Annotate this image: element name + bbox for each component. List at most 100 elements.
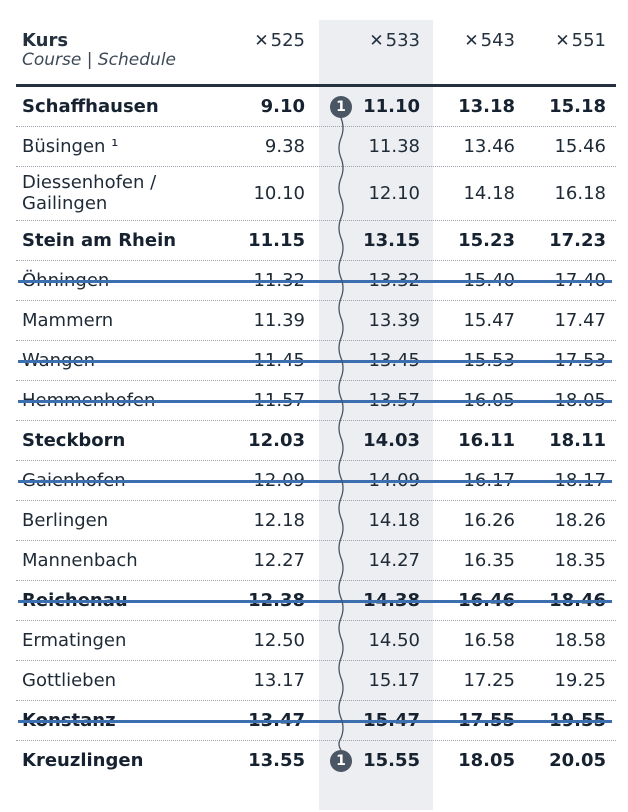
course-number: 543 [480, 30, 515, 51]
stop-row: Berlingen 12.18 14.18 16.26 18.26 [0, 501, 628, 541]
stop-row: Konstanz 13.47 15.47 17.55 19.55 [0, 701, 628, 741]
stop-row: Mammern 11.39 13.39 15.47 17.47 [0, 301, 628, 341]
kurs-label: Kurs [22, 30, 69, 51]
footnote-badge: 1 [330, 96, 352, 118]
stop-row: Diessenhofen / Gailingen 10.10 12.10 14.18 1… [0, 167, 628, 221]
row-separator [16, 500, 616, 501]
course-header-543: ✕ 543 [425, 30, 515, 51]
course-number: 525 [270, 30, 305, 51]
header-rule [16, 84, 616, 87]
departure-time: 12.18 [253, 510, 305, 531]
departure-time: 14.50 [368, 630, 420, 651]
stop-row: Stein am Rhein 11.15 13.15 15.23 17.23 [0, 221, 628, 261]
row-separator [16, 340, 616, 341]
departure-time: 17.47 [554, 310, 606, 331]
departure-time: 20.05 [549, 750, 606, 771]
departure-time: 12.10 [368, 183, 420, 204]
row-separator [16, 300, 616, 301]
departure-time: 9.10 [260, 96, 305, 117]
stop-name: Ermatingen [22, 630, 127, 651]
departure-time: 18.11 [549, 430, 606, 451]
row-separator [16, 460, 616, 461]
row-separator [16, 620, 616, 621]
course-header-525: ✕ 525 [215, 30, 305, 51]
departure-time: 18.26 [554, 510, 606, 531]
course-number: 551 [571, 30, 606, 51]
course-schedule-label: Course | Schedule [22, 50, 177, 70]
departure-time: 14.18 [368, 510, 420, 531]
departure-time: 15.23 [458, 230, 515, 251]
row-separator [16, 540, 616, 541]
stop-name: Steckborn [22, 430, 126, 451]
strike-through-line [18, 400, 612, 403]
departure-time: 14.27 [368, 550, 420, 571]
row-separator [16, 580, 616, 581]
strike-through-line [18, 280, 612, 283]
stop-row: Büsingen ¹ 9.38 11.38 13.46 15.46 [0, 127, 628, 167]
departure-time: 15.55 [363, 750, 420, 771]
departure-time: 15.17 [368, 670, 420, 691]
row-separator [16, 126, 616, 127]
departure-time: 17.23 [549, 230, 606, 251]
stop-name: Stein am Rhein [22, 230, 177, 251]
strike-through-line [18, 720, 612, 723]
departure-time: 13.15 [363, 230, 420, 251]
strike-through-line [18, 480, 612, 483]
strike-through-line [18, 600, 612, 603]
departure-time: 17.25 [463, 670, 515, 691]
row-separator [16, 380, 616, 381]
ship-cross-icon: ✕ [555, 31, 570, 51]
departure-time: 12.50 [253, 630, 305, 651]
stop-row: Öhningen 11.32 13.32 15.40 17.40 [0, 261, 628, 301]
table-header: Kurs Course | Schedule ✕ 525 ✕ 533 ✕ 543 ✕ 551 [0, 0, 628, 87]
stop-row: Schaffhausen 9.10 11.10 13.18 15.18 [0, 87, 628, 127]
departure-time: 13.18 [458, 96, 515, 117]
row-separator [16, 260, 616, 261]
departure-time: 16.18 [554, 183, 606, 204]
stop-row: Mannenbach 12.27 14.27 16.35 18.35 [0, 541, 628, 581]
departure-time: 19.25 [554, 670, 606, 691]
row-separator [16, 420, 616, 421]
course-header-551: ✕ 551 [516, 30, 606, 51]
row-separator [16, 220, 616, 221]
stop-row: Gaienhofen 12.09 14.09 16.17 18.17 [0, 461, 628, 501]
stop-row: Wangen 11.45 13.45 15.53 17.53 [0, 341, 628, 381]
departure-time: 10.10 [253, 183, 305, 204]
ship-cross-icon: ✕ [254, 31, 269, 51]
departure-time: 13.46 [463, 136, 515, 157]
stop-name: Berlingen [22, 510, 109, 531]
stop-row: Reichenau 12.38 14.38 16.46 18.46 [0, 581, 628, 621]
departure-time: 15.47 [463, 310, 515, 331]
stop-name: Mammern [22, 310, 114, 331]
departure-time: 11.15 [248, 230, 305, 251]
departure-time: 13.17 [253, 670, 305, 691]
stop-name: Mannenbach [22, 550, 138, 571]
departure-time: 18.05 [458, 750, 515, 771]
row-separator [16, 166, 616, 167]
stop-name: Schaffhausen [22, 96, 159, 117]
course-header-533: ✕ 533 [330, 30, 420, 51]
stop-row: Steckborn 12.03 14.03 16.11 18.11 [0, 421, 628, 461]
stop-name: Büsingen ¹ [22, 136, 119, 157]
departure-time: 9.38 [264, 136, 305, 157]
stop-row: Hemmenhofen 11.57 13.57 16.05 18.05 [0, 381, 628, 421]
ship-cross-icon: ✕ [369, 31, 384, 51]
footnote-badge: 1 [330, 750, 352, 772]
stop-row: Gottlieben 13.17 15.17 17.25 19.25 [0, 661, 628, 701]
highlighted-column-band [319, 20, 433, 810]
stop-row: Kreuzlingen 13.55 15.55 18.05 20.05 [0, 741, 628, 781]
departure-time: 12.03 [248, 430, 305, 451]
departure-time: 14.18 [463, 183, 515, 204]
row-separator [16, 740, 616, 741]
departure-time: 11.10 [363, 96, 420, 117]
departure-time: 11.39 [253, 310, 305, 331]
course-number: 533 [385, 30, 420, 51]
row-separator [16, 660, 616, 661]
departure-time: 15.18 [549, 96, 606, 117]
departure-time: 16.11 [458, 430, 515, 451]
departure-time: 13.55 [248, 750, 305, 771]
departure-time: 13.39 [368, 310, 420, 331]
departure-time: 16.58 [463, 630, 515, 651]
stop-name: Kreuzlingen [22, 750, 144, 771]
